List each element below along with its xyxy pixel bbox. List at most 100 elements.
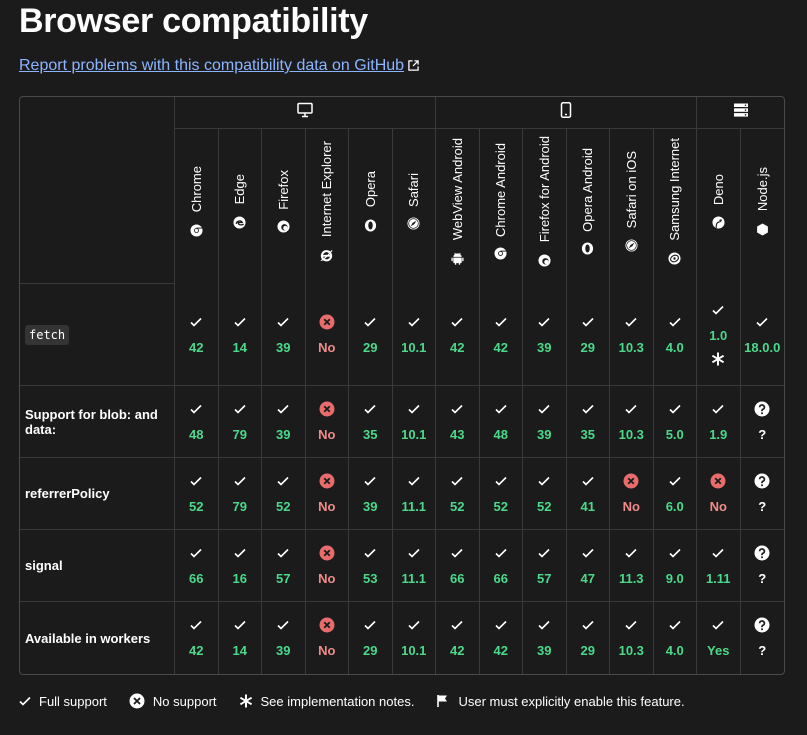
support-cell[interactable]: 11.1 [392, 530, 436, 602]
support-cell[interactable]: 39 [262, 284, 306, 386]
support-cell[interactable]: 52 [523, 458, 567, 530]
support-mark [697, 401, 740, 419]
support-cell[interactable]: 52 [479, 458, 523, 530]
support-cell[interactable]: ? [740, 530, 785, 602]
support-cell[interactable]: 52 [175, 458, 219, 530]
feature-row: Support for blob: and data: 48 79 39 No 35 10.… [20, 386, 784, 458]
support-cell[interactable]: 9.0 [653, 530, 697, 602]
support-cell[interactable]: 66 [479, 530, 523, 602]
support-cell[interactable]: ? [741, 602, 785, 674]
support-cell[interactable]: No [305, 530, 349, 602]
support-cell[interactable]: 16 [218, 530, 262, 602]
support-cell[interactable]: 42 [175, 284, 219, 386]
check-icon [669, 317, 681, 327]
support-version: 14 [232, 339, 247, 355]
support-cell[interactable]: 42 [436, 602, 480, 674]
support-cell[interactable]: 10.1 [392, 284, 436, 386]
support-mark [306, 401, 349, 419]
support-cell[interactable]: Yes [697, 602, 741, 674]
ie-icon [320, 249, 333, 261]
support-cell[interactable]: No [306, 602, 349, 674]
support-cell[interactable]: 35 [566, 386, 610, 458]
support-cell[interactable]: 42 [436, 284, 480, 386]
support-cell[interactable]: 48 [175, 386, 219, 458]
support-cell[interactable]: 41 [566, 458, 610, 530]
support-cell[interactable]: 11.1 [392, 458, 436, 530]
support-cell[interactable]: 1.9 [697, 386, 741, 458]
support-cell[interactable]: 11.3 [610, 530, 654, 602]
support-cell[interactable]: 10.3 [610, 602, 654, 674]
support-cell[interactable]: 10.3 [610, 386, 654, 458]
support-mark [523, 314, 566, 332]
support-cell[interactable]: 10.1 [393, 602, 436, 674]
support-cell[interactable]: No [305, 284, 349, 386]
support-cell[interactable]: 14 [218, 284, 262, 386]
support-cell[interactable]: 4.0 [653, 284, 697, 386]
support-mark [523, 473, 566, 491]
support-cell[interactable]: 29 [567, 602, 610, 674]
support-cell[interactable]: 57 [523, 530, 567, 602]
support-cell[interactable]: 43 [436, 386, 480, 458]
support-cell[interactable]: 4.0 [654, 602, 697, 674]
report-problems-link[interactable]: Report problems with this compatibility … [19, 57, 419, 75]
support-cell[interactable]: ? [740, 386, 784, 458]
support-cell[interactable]: 1.11 [697, 530, 741, 602]
support-mark [306, 473, 349, 491]
support-cell[interactable]: 42 [480, 602, 523, 674]
support-cell[interactable]: 14 [219, 602, 262, 674]
support-cell[interactable]: 5.0 [653, 386, 697, 458]
support-cell[interactable]: ? [740, 458, 784, 530]
support-mark [393, 545, 436, 563]
support-cell[interactable]: 10.1 [392, 386, 436, 458]
support-cell[interactable]: 47 [566, 530, 610, 602]
support-cell[interactable]: 79 [218, 458, 262, 530]
check-icon [669, 404, 681, 414]
support-cell[interactable]: No [305, 386, 349, 458]
legend-notes-label: See implementation notes. [260, 693, 415, 709]
support-cell[interactable]: 52 [436, 458, 480, 530]
support-cell[interactable]: 53 [349, 530, 393, 602]
support-cell[interactable]: 39 [523, 284, 567, 386]
support-cell[interactable]: 39 [262, 602, 306, 674]
support-cell[interactable]: 52 [262, 458, 306, 530]
cross-circle-icon [129, 693, 145, 709]
support-version: 29 [363, 643, 378, 658]
support-cell[interactable]: 1.0 [697, 284, 741, 386]
support-cell[interactable]: 42 [175, 602, 219, 674]
support-cell[interactable]: 42 [479, 284, 523, 386]
browser-name: Safari on iOS [623, 150, 639, 229]
support-cell[interactable]: No [305, 458, 349, 530]
support-mark [306, 617, 349, 635]
support-cell[interactable]: 57 [262, 530, 306, 602]
support-version: 10.1 [401, 339, 427, 355]
support-cell[interactable]: 79 [218, 386, 262, 458]
support-cell[interactable]: 18.0.0 [740, 284, 784, 386]
support-cell[interactable]: 6.0 [653, 458, 697, 530]
support-cell[interactable]: 29 [349, 602, 393, 674]
support-version: 1.0 [709, 328, 728, 343]
implementation-note-marker [697, 352, 740, 367]
check-icon [625, 620, 637, 630]
support-cell[interactable]: 48 [479, 386, 523, 458]
support-cell[interactable]: 10.3 [610, 284, 654, 386]
support-mark [175, 314, 218, 332]
support-version: 53 [363, 570, 378, 586]
support-cell[interactable]: 29 [566, 284, 610, 386]
support-cell[interactable]: 29 [349, 284, 393, 386]
support-cell[interactable]: 39 [262, 386, 306, 458]
support-cell[interactable]: 39 [349, 458, 393, 530]
support-cell[interactable]: No [610, 458, 654, 530]
support-mark [741, 545, 785, 563]
support-version: 10.1 [401, 426, 427, 442]
browser-name: Opera [362, 171, 378, 208]
support-cell[interactable]: 39 [523, 602, 567, 674]
support-cell[interactable]: 66 [175, 530, 219, 602]
server-icon [733, 103, 748, 117]
support-cell[interactable]: 66 [436, 530, 480, 602]
check-icon [234, 476, 246, 486]
support-cell[interactable]: No [697, 458, 741, 530]
support-mark [654, 617, 697, 635]
support-cell[interactable]: 39 [523, 386, 567, 458]
support-cell[interactable]: 35 [349, 386, 393, 458]
support-mark [480, 401, 523, 419]
